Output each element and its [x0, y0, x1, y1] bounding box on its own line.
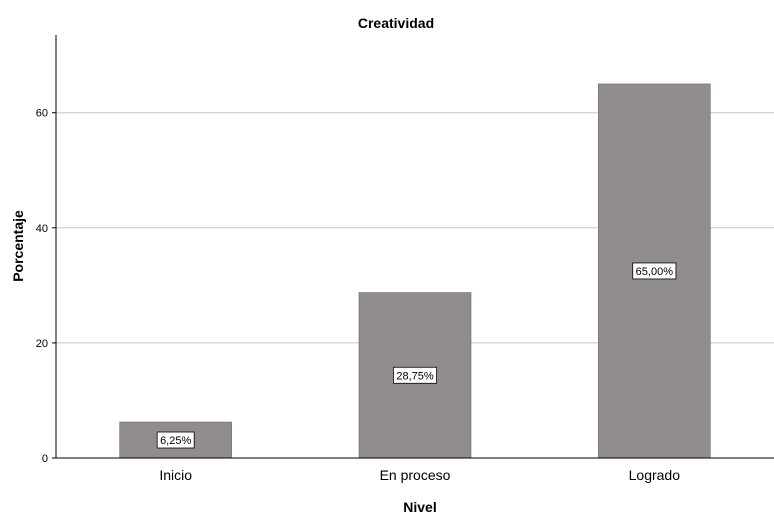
y-tick-label: 0 — [42, 453, 48, 465]
y-tick-label: 40 — [36, 223, 48, 235]
y-tick-labels: 0 20 40 60 — [36, 108, 56, 465]
data-label-text: 65,00% — [636, 266, 674, 278]
data-label: 28,75% — [392, 366, 437, 384]
y-axis-label: Porcentaje — [10, 210, 26, 282]
data-label-text: 6,25% — [160, 435, 191, 447]
data-label-box — [392, 366, 437, 384]
chart-title: Creatividad — [358, 15, 434, 31]
x-tick-label: Logrado — [629, 467, 681, 483]
x-tick-labels: Inicio En proceso Logrado — [159, 467, 680, 483]
data-label-text: 28,75% — [396, 370, 434, 382]
data-label: 65,00% — [632, 262, 677, 280]
data-label-box — [156, 431, 195, 449]
data-label-box — [632, 262, 677, 280]
axes — [55, 35, 774, 459]
data-labels: 6,25% 28,75% 65,00% — [156, 262, 677, 449]
x-tick-label: Inicio — [159, 467, 192, 483]
y-tick-label: 60 — [36, 108, 48, 120]
x-axis-label: Nivel — [403, 499, 436, 515]
bars — [119, 83, 711, 459]
x-tick-label: En proceso — [380, 467, 451, 483]
y-tick-label: 20 — [36, 338, 48, 350]
data-label: 6,25% — [156, 431, 195, 449]
